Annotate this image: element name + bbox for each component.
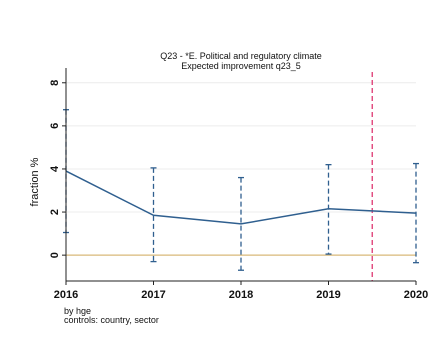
x-tick-label-2017: 2017: [141, 289, 165, 301]
confidence-intervals: [63, 109, 419, 271]
chart-subtitle: Expected improvement q23_5: [181, 61, 301, 71]
x-tick-label-2020: 2020: [404, 289, 428, 301]
note-by: by hge: [64, 306, 91, 316]
chart-title: Q23 - *E. Political and regulatory clima…: [160, 51, 322, 61]
y-tick-label-0: 0: [49, 252, 61, 258]
x-tick-label-2019: 2019: [316, 289, 340, 301]
series-line-0: [65, 170, 417, 225]
axes: 0 2 4 6 8 2016 2017 2018 2019 2020: [49, 68, 428, 301]
y-tick-label-4: 4: [49, 165, 61, 172]
y-tick-label-2: 2: [49, 209, 61, 215]
x-tick-label-2016: 2016: [54, 289, 78, 301]
note-controls: controls: country, sector: [64, 315, 159, 325]
series-lines: [65, 170, 417, 225]
gridlines: [66, 82, 416, 213]
y-tick-label-8: 8: [49, 80, 61, 86]
y-tick-label-6: 6: [49, 123, 61, 129]
y-axis-title: fraction %: [29, 157, 41, 206]
reference-lines: [66, 72, 416, 281]
x-tick-label-2018: 2018: [229, 289, 253, 301]
